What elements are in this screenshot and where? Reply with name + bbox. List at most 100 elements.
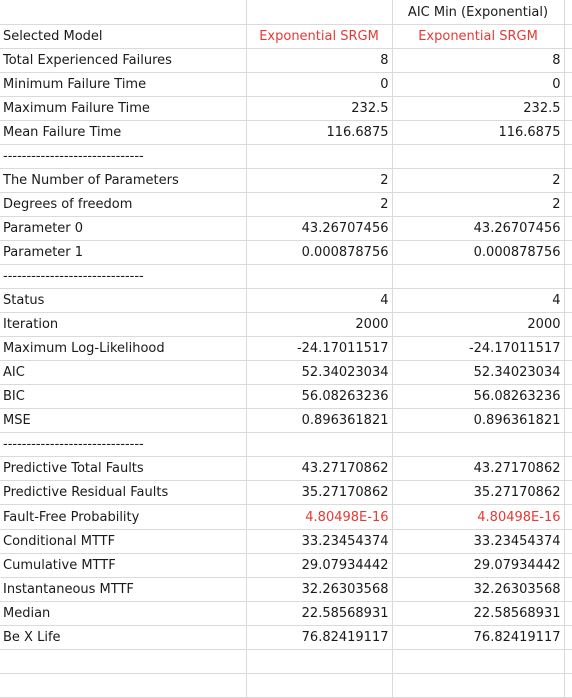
value-cell-d[interactable] [563,648,572,674]
row-label-cell[interactable]: Fault-Free Probability [0,504,247,530]
value-cell-c[interactable]: 56.08263236 [391,384,565,410]
value-cell-d[interactable] [563,312,572,338]
value-cell-d[interactable] [563,47,572,73]
value-cell-b[interactable]: 0.000878756 [245,239,393,266]
value-cell-c[interactable] [391,648,565,674]
value-cell-d[interactable] [563,71,572,97]
row-label-cell[interactable]: Median [0,600,247,626]
row-label-cell[interactable]: ------------------------------ [0,143,247,169]
value-cell-c[interactable]: 52.34023034 [391,360,565,386]
row-label-cell[interactable]: AIC [0,360,247,386]
value-cell-d[interactable] [563,384,572,410]
value-cell-b[interactable]: 43.27170862 [245,456,393,482]
row-label-cell[interactable]: ------------------------------ [0,264,247,290]
value-cell-d[interactable] [563,624,572,650]
value-cell-b[interactable]: 0 [245,71,393,97]
row-label-cell[interactable]: Parameter 1 [0,239,247,266]
value-cell-b[interactable] [245,264,393,290]
value-cell-d[interactable] [563,408,572,434]
row-label-cell[interactable]: The Number of Parameters [0,167,247,193]
value-cell-c[interactable]: 4 [391,288,565,314]
value-cell-b[interactable]: 116.6875 [245,119,393,145]
value-cell-d[interactable] [563,239,572,266]
row-label-cell[interactable]: Maximum Failure Time [0,95,247,121]
value-cell-b[interactable] [245,432,393,458]
row-label-cell[interactable]: Cumulative MTTF [0,552,247,578]
row-label-cell[interactable]: BIC [0,384,247,410]
value-cell-b[interactable]: 32.26303568 [245,576,393,602]
header-cell-b[interactable] [245,0,393,25]
value-cell-c[interactable]: 4.80498E-16 [391,504,565,530]
value-cell-b[interactable]: 0.896361821 [245,408,393,434]
value-cell-d[interactable] [563,672,572,698]
value-cell-d[interactable] [563,600,572,626]
value-cell-b[interactable]: -24.17011517 [245,336,393,362]
value-cell-c[interactable]: 232.5 [391,95,565,121]
value-cell-d[interactable] [563,480,572,506]
value-cell-c[interactable]: 35.27170862 [391,480,565,506]
value-cell-c[interactable]: 29.07934442 [391,552,565,578]
value-cell-c[interactable]: 0 [391,71,565,97]
value-cell-c[interactable]: 0.000878756 [391,239,565,266]
value-cell-d[interactable] [563,288,572,314]
value-cell-d[interactable] [563,119,572,145]
row-label-cell[interactable]: Predictive Residual Faults [0,480,247,506]
row-label-cell[interactable]: Total Experienced Failures [0,47,247,73]
value-cell-c[interactable]: 2 [391,167,565,193]
value-cell-d[interactable] [563,264,572,290]
value-cell-b[interactable]: 52.34023034 [245,360,393,386]
value-cell-d[interactable] [563,23,572,49]
row-label-cell[interactable]: Conditional MTTF [0,528,247,554]
header-cell-c[interactable]: AIC Min (Exponential) [391,0,565,25]
value-cell-c[interactable]: -24.17011517 [391,336,565,362]
value-cell-b[interactable]: 2000 [245,312,393,338]
value-cell-b[interactable]: 2 [245,167,393,193]
value-cell-d[interactable] [563,143,572,169]
value-cell-d[interactable] [563,528,572,554]
header-cell-a[interactable] [0,0,247,25]
value-cell-d[interactable] [563,95,572,121]
row-label-cell[interactable]: Degrees of freedom [0,191,247,217]
value-cell-c[interactable]: 43.27170862 [391,456,565,482]
row-label-cell[interactable]: ------------------------------ [0,432,247,458]
row-label-cell[interactable]: Iteration [0,312,247,338]
value-cell-d[interactable] [563,191,572,217]
value-cell-b[interactable] [245,648,393,674]
value-cell-c[interactable]: 43.26707456 [391,215,565,241]
value-cell-c[interactable]: 116.6875 [391,119,565,145]
value-cell-b[interactable]: 76.82419117 [245,624,393,650]
value-cell-d[interactable] [563,552,572,578]
row-label-cell[interactable]: Be X Life [0,624,247,650]
value-cell-d[interactable] [563,336,572,362]
row-label-cell[interactable]: Parameter 0 [0,215,247,241]
value-cell-c[interactable]: Exponential SRGM [391,23,565,49]
value-cell-d[interactable] [563,456,572,482]
value-cell-c[interactable] [391,432,565,458]
value-cell-c[interactable]: 2000 [391,312,565,338]
value-cell-d[interactable] [563,167,572,193]
row-label-cell[interactable]: MSE [0,408,247,434]
header-cell-d[interactable] [563,0,572,25]
value-cell-b[interactable]: 56.08263236 [245,384,393,410]
value-cell-d[interactable] [563,504,572,530]
row-label-cell[interactable]: Minimum Failure Time [0,71,247,97]
value-cell-b[interactable]: 22.58568931 [245,600,393,626]
value-cell-d[interactable] [563,215,572,241]
row-label-cell[interactable]: Predictive Total Faults [0,456,247,482]
value-cell-c[interactable] [391,143,565,169]
value-cell-b[interactable]: 4 [245,288,393,314]
value-cell-d[interactable] [563,576,572,602]
value-cell-b[interactable] [245,143,393,169]
value-cell-b[interactable]: 8 [245,47,393,73]
value-cell-c[interactable] [391,264,565,290]
value-cell-b[interactable]: 43.26707456 [245,215,393,241]
value-cell-c[interactable]: 33.23454374 [391,528,565,554]
row-label-cell[interactable]: Instantaneous MTTF [0,576,247,602]
value-cell-b[interactable]: 2 [245,191,393,217]
value-cell-c[interactable]: 2 [391,191,565,217]
value-cell-b[interactable]: 232.5 [245,95,393,121]
value-cell-b[interactable] [245,672,393,698]
value-cell-d[interactable] [563,360,572,386]
row-label-cell[interactable]: Mean Failure Time [0,119,247,145]
value-cell-b[interactable]: 4.80498E-16 [245,504,393,530]
